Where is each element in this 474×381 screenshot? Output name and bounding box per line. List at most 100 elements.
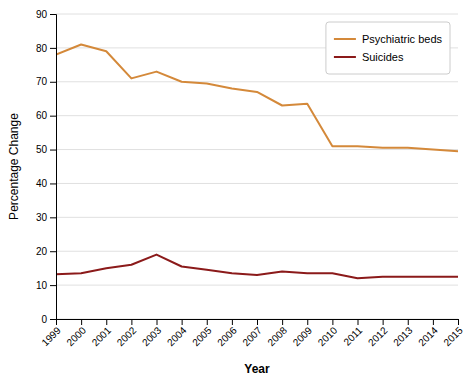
x-tick-mark <box>81 319 82 325</box>
x-tick: 2014 <box>416 319 440 348</box>
x-tick-mark <box>182 319 183 325</box>
y-tick-label: 60 <box>36 110 48 121</box>
x-tick-mark <box>358 319 359 325</box>
x-tick: 2008 <box>265 319 289 348</box>
plot: 1999200020012002200320042005200620072008… <box>36 9 465 348</box>
x-tick: 2006 <box>215 319 239 348</box>
x-tick-label: 2007 <box>240 324 264 348</box>
y-tick: 20 <box>36 246 56 257</box>
x-axis-title: Year <box>244 362 270 376</box>
grid-line <box>56 217 458 218</box>
legend-swatch <box>334 56 356 58</box>
x-tick: 2000 <box>64 319 88 348</box>
y-tick-mark <box>50 82 56 83</box>
grid <box>56 14 458 319</box>
grid-line <box>56 251 458 252</box>
x-tick: 2001 <box>90 319 114 348</box>
legend-background <box>326 22 450 74</box>
y-tick-mark <box>50 116 56 117</box>
x-tick: 2002 <box>115 319 139 348</box>
x-tick-mark <box>282 319 283 325</box>
grid-line <box>56 285 458 286</box>
y-tick-label: 0 <box>41 314 47 325</box>
y-tick-mark <box>50 319 56 320</box>
x-tick: 2003 <box>140 319 164 348</box>
x-tick-label: 2003 <box>140 324 164 348</box>
y-tick-mark <box>50 285 56 286</box>
x-tick-label: 2014 <box>416 324 440 348</box>
y-tick: 70 <box>36 76 56 87</box>
x-tick: 2012 <box>366 319 390 348</box>
y-tick: 30 <box>36 212 56 223</box>
x-tick-mark <box>207 319 208 325</box>
x-tick-label: 2002 <box>115 324 139 348</box>
y-tick-label: 70 <box>36 76 48 87</box>
x-tick-label: 2012 <box>366 324 390 348</box>
y-tick-label: 10 <box>36 280 48 291</box>
legend-label: Psychiatric beds <box>362 33 443 45</box>
x-tick: 2011 <box>341 319 364 348</box>
y-tick-mark <box>50 150 56 151</box>
x-tick-label: 2015 <box>441 324 465 348</box>
y-tick-mark <box>50 217 56 218</box>
x-tick-label: 2001 <box>90 324 114 348</box>
legend-item: Psychiatric beds <box>334 33 443 45</box>
y-tick-label: 50 <box>36 144 48 155</box>
y-tick: 50 <box>36 144 56 155</box>
grid-line <box>56 81 458 82</box>
x-tick: 2010 <box>316 319 340 348</box>
legend: Psychiatric beds Suicides <box>326 22 450 74</box>
y-tick: 0 <box>41 314 56 325</box>
x-tick-mark <box>257 319 258 325</box>
grid-line <box>56 149 458 150</box>
x-tick-mark <box>131 319 132 325</box>
series-line <box>56 255 458 279</box>
x-tick-label: 2000 <box>64 324 88 348</box>
grid-line <box>56 14 458 15</box>
x-tick-label: 2006 <box>215 324 239 348</box>
y-tick-mark <box>50 251 56 252</box>
x-tick-label: 2011 <box>341 324 364 347</box>
x-tick-mark <box>458 319 459 325</box>
y-tick-label: 20 <box>36 246 48 257</box>
x-tick: 2009 <box>291 319 315 348</box>
x-tick: 2013 <box>391 319 415 348</box>
x-tick: 2005 <box>190 319 214 348</box>
legend-label: Suicides <box>362 51 404 63</box>
x-tick-mark <box>106 319 107 325</box>
x-tick-label: 1999 <box>39 324 63 348</box>
y-tick-label: 90 <box>36 9 48 20</box>
x-axis: 1999200020012002200320042005200620072008… <box>39 319 465 348</box>
y-tick: 40 <box>36 178 56 189</box>
x-tick-label: 2010 <box>316 324 340 348</box>
x-tick-label: 2008 <box>265 324 289 348</box>
y-tick-mark <box>50 183 56 184</box>
y-axis: 0 10 20 30 40 50 60 70 80 90 <box>36 9 57 325</box>
y-tick-mark <box>50 48 56 49</box>
x-tick-mark <box>307 319 308 325</box>
x-tick: 2004 <box>165 319 189 348</box>
y-tick: 60 <box>36 110 56 121</box>
grid-line <box>56 183 458 184</box>
series-line <box>56 45 458 152</box>
y-tick: 80 <box>36 43 56 54</box>
y-tick-label: 80 <box>36 43 48 54</box>
y-tick-label: 30 <box>36 212 48 223</box>
x-tick-mark <box>383 319 384 325</box>
y-axis-title: Percentage Change <box>7 113 21 220</box>
x-tick: 2015 <box>441 319 465 348</box>
y-tick-label: 40 <box>36 178 48 189</box>
x-axis-line <box>57 320 459 326</box>
y-tick: 10 <box>36 280 56 291</box>
x-tick-mark <box>433 319 434 325</box>
series-group <box>56 45 458 279</box>
x-tick-mark <box>232 319 233 325</box>
x-tick-label: 2004 <box>165 324 189 348</box>
x-tick: 2007 <box>240 319 264 348</box>
grid-line <box>56 115 458 116</box>
y-tick-mark <box>50 14 56 15</box>
legend-item: Suicides <box>334 51 404 63</box>
legend-swatch <box>334 38 356 40</box>
x-tick-label: 2013 <box>391 324 415 348</box>
chart: 1999200020012002200320042005200620072008… <box>0 0 474 381</box>
